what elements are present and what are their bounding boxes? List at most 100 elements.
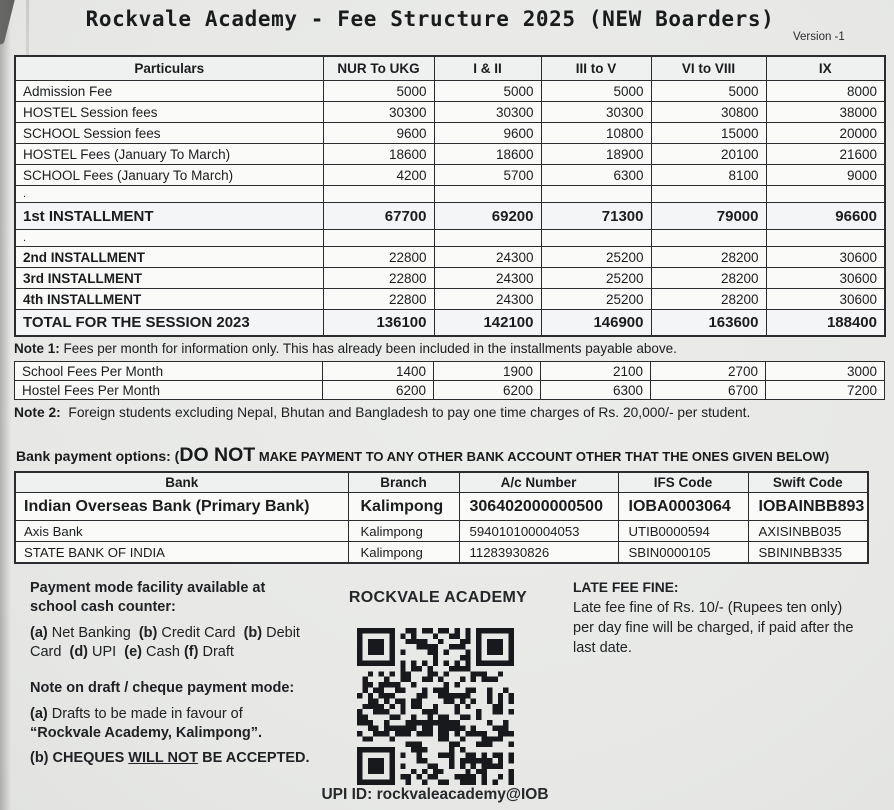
note-1-label: Note 1: (14, 341, 60, 356)
fee-table-row: Admission Fee 5000 5000 5000 5000 8000 (14, 80, 886, 102)
fee-value-cell: 30300 (322, 101, 435, 123)
late-fee-heading: LATE FEE FINE: (573, 580, 679, 595)
bank-table-row: Indian Overseas Bank (Primary Bank) Kalim… (14, 492, 869, 521)
fee-value-cell (322, 229, 435, 247)
fee-value-cell: 96600 (765, 202, 886, 230)
fee-value-cell: 67700 (322, 202, 435, 230)
bank-cell: SBIN0000105 (617, 541, 749, 564)
fee-value-cell: 142100 (433, 309, 542, 337)
bank-cell: Kalimpong (347, 520, 460, 542)
fee-column-header: III to V (540, 55, 652, 81)
fee-table-row: SCHOOL Fees (January To March) 4200 5700 63… (14, 164, 886, 186)
fee-value-cell: 5000 (433, 80, 542, 102)
bank-table-row: Axis Bank Kalimpong 594010100004053 UTIB000… (14, 520, 869, 542)
monthly-value-cell: 1400 (322, 361, 434, 381)
fee-value-cell: 6300 (540, 164, 652, 186)
bank-cell: 11283930826 (458, 541, 619, 564)
text-segment: per day fine will be charged, if paid af… (573, 620, 854, 636)
monthly-value-cell: 1900 (433, 361, 541, 381)
fee-table-row: 4th INSTALLMENT 22800 24300 25200 28200 30600 (14, 288, 886, 310)
fee-value-cell (433, 229, 542, 247)
fee-value-cell (540, 185, 652, 203)
fee-column-header: NUR To UKG (322, 55, 435, 81)
text-segment: Late fee fine of Rs. 10/- (Rupees ten on… (573, 600, 843, 616)
fee-value-cell: 5700 (433, 164, 542, 186)
fee-value-cell: 69200 (433, 202, 542, 230)
text-segment: Note on draft / cheque payment mode: (30, 680, 295, 696)
text-segment: (b) CHEQUES (30, 750, 129, 766)
bank-cell: Kalimpong (347, 492, 460, 521)
fee-value-cell: 38000 (765, 101, 886, 123)
fee-column-header: IX (765, 55, 886, 81)
payment-mode-section: Payment mode facility available at school… (30, 579, 375, 768)
payment-mode-heading: Payment mode facility available at school… (30, 579, 375, 617)
fee-value-cell: 25200 (540, 267, 652, 289)
fee-value-cell: 28200 (650, 246, 767, 268)
fee-row-label: Admission Fee (14, 80, 324, 102)
fee-value-cell: 22800 (322, 288, 435, 310)
fee-value-cell: 30600 (765, 267, 886, 289)
fee-value-cell: 22800 (322, 246, 435, 268)
text-segment: BE ACCEPTED. (198, 750, 310, 766)
monthly-value-cell: 2100 (540, 361, 651, 381)
fee-value-cell (650, 229, 767, 247)
fee-value-cell: 8000 (765, 80, 886, 102)
fee-value-cell: 21600 (765, 143, 886, 165)
monthly-value-cell: 2700 (650, 361, 766, 381)
bank-table-header-row: Bank Branch A/c Number IFS Code Swift Code (14, 471, 869, 493)
bank-options-heading: Bank payment options: (DO NOT MAKE PAYME… (16, 444, 829, 467)
text-segment: MAKE PAYMENT TO ANY OTHER BANK ACCOUNT O… (255, 449, 830, 464)
text-segment: (d) (69, 644, 89, 660)
text-segment: Drafts to be made in favour of (47, 706, 243, 722)
bank-column-header: Bank (14, 471, 349, 493)
fee-value-cell: 79000 (650, 202, 767, 230)
fee-row-label: 2nd INSTALLMENT (14, 246, 324, 268)
text-segment: (e) (124, 644, 143, 660)
bank-cell: SBININBB335 (747, 541, 869, 564)
bank-cell: 306402000000500 (458, 492, 619, 521)
bank-cell: Kalimpong (347, 541, 460, 564)
text-segment: Debit (262, 625, 300, 641)
fee-table-row: 3rd INSTALLMENT 22800 24300 25200 28200 30600 (14, 267, 886, 289)
fee-row-label: SCHOOL Session fees (14, 122, 324, 144)
draft-note-b: (b) CHEQUES WILL NOT BE ACCEPTED. (30, 749, 375, 768)
fee-row-label: HOSTEL Session fees (14, 101, 324, 123)
fee-row-label: TOTAL FOR THE SESSION 2023 (14, 309, 324, 337)
fee-value-cell: 71300 (540, 202, 652, 230)
fee-value-cell: 15000 (650, 122, 767, 144)
fee-value-cell: 18600 (322, 143, 435, 165)
late-fee-section: LATE FEE FINE: Late fee fine of Rs. 10/-… (573, 578, 858, 658)
fee-value-cell: 30300 (540, 101, 652, 123)
fee-value-cell: 30800 (650, 101, 767, 123)
fee-value-cell: 163600 (650, 309, 767, 337)
note-2-text: Foreign students excluding Nepal, Bhutan… (60, 405, 751, 420)
fee-structure-table: Particulars NUR To UKG I & II III to V VI to… (14, 55, 886, 337)
payment-mode-list: (a) Net Banking (b) Credit Card (b) Debi… (30, 624, 375, 662)
note-1-text: Fees per month for information only. Thi… (59, 341, 677, 356)
fee-column-header: Particulars (14, 55, 324, 81)
bank-cell: Indian Overseas Bank (Primary Bank) (14, 492, 349, 521)
text-segment: “Rockvale Academy, Kalimpong”. (30, 725, 263, 741)
fee-value-cell: 18900 (540, 143, 652, 165)
note-2-label: Note 2: (14, 405, 61, 420)
upi-qr-code-icon (357, 628, 514, 785)
monthly-value-cell: 7200 (765, 380, 885, 400)
monthly-value-cell: 6300 (540, 380, 651, 400)
text-segment: (f) (183, 644, 199, 660)
fee-row-label: 4th INSTALLMENT (14, 288, 324, 310)
fee-row-label: HOSTEL Fees (January To March) (14, 143, 324, 165)
note-2: Note 2: Foreign students excluding Nepal… (14, 405, 750, 420)
fee-value-cell: 25200 (540, 246, 652, 268)
bank-column-header: Swift Code (747, 471, 869, 493)
text-segment: Payment mode facility available at (30, 580, 266, 596)
bank-cell: IOBAINBB893 (747, 492, 869, 521)
monthly-value-cell: 6200 (433, 380, 541, 400)
text-segment: school cash counter: (30, 599, 176, 615)
fee-table-row: 2nd INSTALLMENT 22800 24300 25200 28200 30600 (14, 246, 886, 268)
upi-id-label: UPI ID: rockvaleacademy@IOB (321, 786, 549, 803)
fee-table-row: 1st INSTALLMENT 67700 69200 71300 79000 96600 (14, 202, 886, 230)
fee-value-cell (765, 229, 886, 247)
fee-value-cell (433, 185, 542, 203)
text-segment: UPI (88, 644, 125, 660)
